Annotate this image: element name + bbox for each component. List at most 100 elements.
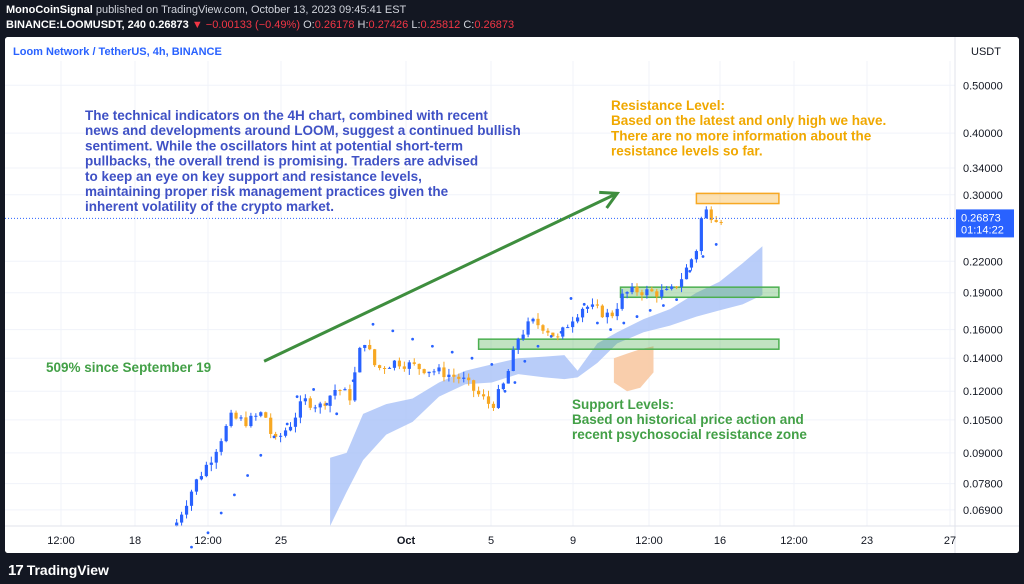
tradingview-brand[interactable]: TradingView xyxy=(26,562,109,578)
chart-title: Loom Network / TetherUS, 4h, BINANCE xyxy=(13,46,222,58)
price-tick-label: 0.19000 xyxy=(963,288,1003,300)
candle-body xyxy=(293,417,298,427)
analysis-text-line: sentiment. While the oscillators hint at… xyxy=(85,138,463,153)
candle-body xyxy=(585,306,590,309)
candle-body xyxy=(373,349,377,366)
candle-body xyxy=(348,389,352,401)
candle-body xyxy=(308,398,312,408)
currency-label[interactable]: USDT xyxy=(971,46,1001,58)
publisher-name[interactable]: MonoCoinSignal xyxy=(6,4,93,16)
price-chart[interactable]: The technical indicators on the 4H chart… xyxy=(5,37,1019,553)
candle-body xyxy=(199,476,203,480)
cloud-bearish-area xyxy=(613,346,654,392)
candle-body xyxy=(313,407,317,409)
time-tick-label: 12:00 xyxy=(635,535,663,547)
candle-body xyxy=(209,462,213,465)
chart-frame[interactable]: The technical indicators on the 4H chart… xyxy=(5,37,1019,553)
trend-arrow-shaft xyxy=(263,192,618,363)
candle-body xyxy=(189,491,194,506)
candle-body xyxy=(521,334,525,339)
support-zone-lower xyxy=(477,338,780,350)
psar-dot xyxy=(503,389,507,393)
candle-body xyxy=(447,374,451,378)
candle-body xyxy=(541,325,545,331)
high-value: 0.27426 xyxy=(368,19,409,31)
time-tick-label: 23 xyxy=(861,535,873,547)
price-tick-label: 0.07800 xyxy=(963,479,1003,491)
trend-arrow-head xyxy=(599,190,621,209)
price-tick-label: 0.14000 xyxy=(963,353,1003,365)
support-zone-upper xyxy=(619,286,780,299)
psar-dot xyxy=(233,493,236,497)
psar-dot xyxy=(335,412,339,416)
candle-body xyxy=(635,286,639,293)
time-tick-label: 12:00 xyxy=(47,535,75,547)
psar-dot xyxy=(622,321,626,325)
candle-body xyxy=(546,330,550,333)
candle-body xyxy=(467,377,471,381)
analysis-text-line: inherent volatility of the crypto market… xyxy=(85,199,334,214)
low-value: 0.25812 xyxy=(420,19,461,31)
time-tick-label: 9 xyxy=(570,535,576,547)
analysis-text-line: maintaining proper risk management pract… xyxy=(85,184,449,199)
candle-body xyxy=(571,321,575,328)
analysis-text-line: to keep an eye on key support and resist… xyxy=(85,169,422,184)
candle-body xyxy=(180,514,184,523)
candle-body xyxy=(526,321,530,335)
candle-body xyxy=(333,389,337,396)
price-tick-label: 0.50000 xyxy=(963,80,1003,92)
time-tick-label: 25 xyxy=(275,535,287,547)
psar-dot xyxy=(206,531,210,535)
publish-line: MonoCoinSignal published on TradingView.… xyxy=(6,3,1018,18)
price-axis[interactable]: 0.50000 0.40000 0.34000 0.30000 0.22000 0.190… xyxy=(956,80,1014,517)
price-tick-label: 0.22000 xyxy=(963,256,1003,268)
open-value: 0.26178 xyxy=(314,19,355,31)
candle-body xyxy=(516,338,520,350)
time-tick-label: 5 xyxy=(488,535,494,547)
psar-dot xyxy=(371,322,375,326)
candle-body xyxy=(239,417,243,419)
candle-body xyxy=(259,412,263,416)
candle-body xyxy=(234,412,238,419)
trend-arrow[interactable] xyxy=(263,190,621,363)
candle-body xyxy=(536,318,540,326)
candle-body xyxy=(506,371,510,384)
candle-body xyxy=(566,327,570,329)
candle-body xyxy=(625,292,629,294)
candle-body xyxy=(620,293,624,309)
candle-body xyxy=(665,288,669,291)
support-resistance-zones xyxy=(477,192,780,350)
candle-body xyxy=(254,415,258,417)
tradingview-footer: 17 TradingView xyxy=(0,556,1024,584)
price-tick-label: 0.30000 xyxy=(963,190,1003,202)
candles xyxy=(175,206,723,527)
candle-body xyxy=(244,417,248,427)
psar-dot xyxy=(549,334,553,338)
time-tick-label: 27 xyxy=(944,535,956,547)
candle-body xyxy=(229,412,233,426)
time-axis[interactable]: 12:00 18 12:00 25 Oct 5 9 12:00 16 12:00 23 27 xyxy=(47,535,956,547)
support-note-line: Support Levels: xyxy=(572,397,674,412)
candle-body xyxy=(719,221,723,223)
psar-dot xyxy=(569,297,573,300)
psar-dot xyxy=(662,304,665,307)
candle-body xyxy=(323,403,327,406)
ichimoku-cloud xyxy=(330,246,763,526)
psar-dot xyxy=(285,422,289,426)
candle-body xyxy=(590,304,595,307)
psar-dot xyxy=(246,474,250,477)
publish-info-bar: MonoCoinSignal published on TradingView.… xyxy=(0,0,1024,36)
psar-dot xyxy=(635,315,639,318)
psar-dot xyxy=(714,243,718,246)
candle-body xyxy=(274,433,278,437)
parabolic-sar xyxy=(190,243,718,549)
psar-dot xyxy=(559,330,563,334)
candle-body xyxy=(630,286,634,293)
candle-body xyxy=(580,308,585,318)
ohlc-line: BINANCE:LOOMUSDT, 240 0.26873 ▼ −0.00133… xyxy=(6,18,1018,33)
candle-body xyxy=(353,372,357,401)
candle-body xyxy=(397,360,401,367)
psar-dot xyxy=(523,359,527,363)
candle-body xyxy=(328,395,332,406)
tradingview-logo-icon: 17 xyxy=(8,561,24,579)
